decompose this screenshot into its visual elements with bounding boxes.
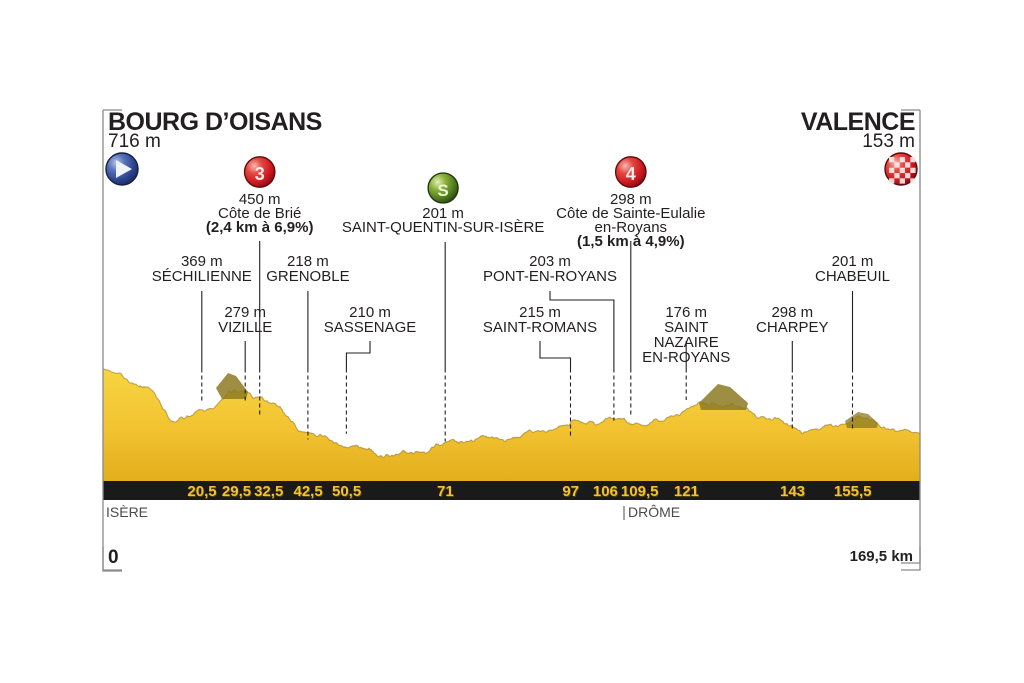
svg-text:VIZILLE: VIZILLE	[218, 319, 272, 336]
svg-text:(2,4 km à 6,9%): (2,4 km à 6,9%)	[206, 219, 314, 236]
svg-text:SASSENAGE: SASSENAGE	[324, 319, 417, 336]
svg-text:SAINT-QUENTIN-SUR-ISÈRE: SAINT-QUENTIN-SUR-ISÈRE	[342, 219, 545, 236]
svg-text:97: 97	[562, 483, 579, 500]
svg-text:3: 3	[255, 164, 265, 184]
svg-text:(1,5 km à 4,9%): (1,5 km à 4,9%)	[577, 233, 685, 250]
svg-text:SÉCHILIENNE: SÉCHILIENNE	[152, 268, 252, 285]
svg-text:109,5: 109,5	[621, 483, 659, 500]
svg-text:121: 121	[674, 483, 699, 500]
svg-text:GRENOBLE: GRENOBLE	[266, 268, 349, 285]
svg-text:155,5: 155,5	[834, 483, 872, 500]
svg-text:DRÔME: DRÔME	[628, 504, 680, 520]
svg-text:106: 106	[593, 483, 618, 500]
svg-text:EN-ROYANS: EN-ROYANS	[642, 349, 730, 366]
svg-text:PONT-EN-ROYANS: PONT-EN-ROYANS	[483, 268, 617, 285]
svg-text:42,5: 42,5	[293, 483, 322, 500]
svg-text:50,5: 50,5	[332, 483, 361, 500]
svg-text:CHABEUIL: CHABEUIL	[815, 268, 890, 285]
svg-text:153 m: 153 m	[862, 131, 915, 152]
svg-text:29,5: 29,5	[222, 483, 251, 500]
svg-text:716 m: 716 m	[108, 131, 161, 152]
svg-text:0: 0	[108, 547, 119, 568]
svg-text:143: 143	[780, 483, 805, 500]
svg-text:71: 71	[437, 483, 454, 500]
svg-text:CHARPEY: CHARPEY	[756, 319, 829, 336]
svg-text:SAINT-ROMANS: SAINT-ROMANS	[483, 319, 597, 336]
svg-text:4: 4	[626, 164, 636, 184]
svg-text:20,5: 20,5	[187, 483, 216, 500]
svg-text:S: S	[437, 181, 448, 200]
svg-text:ISÈRE: ISÈRE	[106, 504, 148, 520]
svg-text:32,5: 32,5	[254, 483, 283, 500]
svg-text:169,5 km: 169,5 km	[850, 548, 913, 565]
